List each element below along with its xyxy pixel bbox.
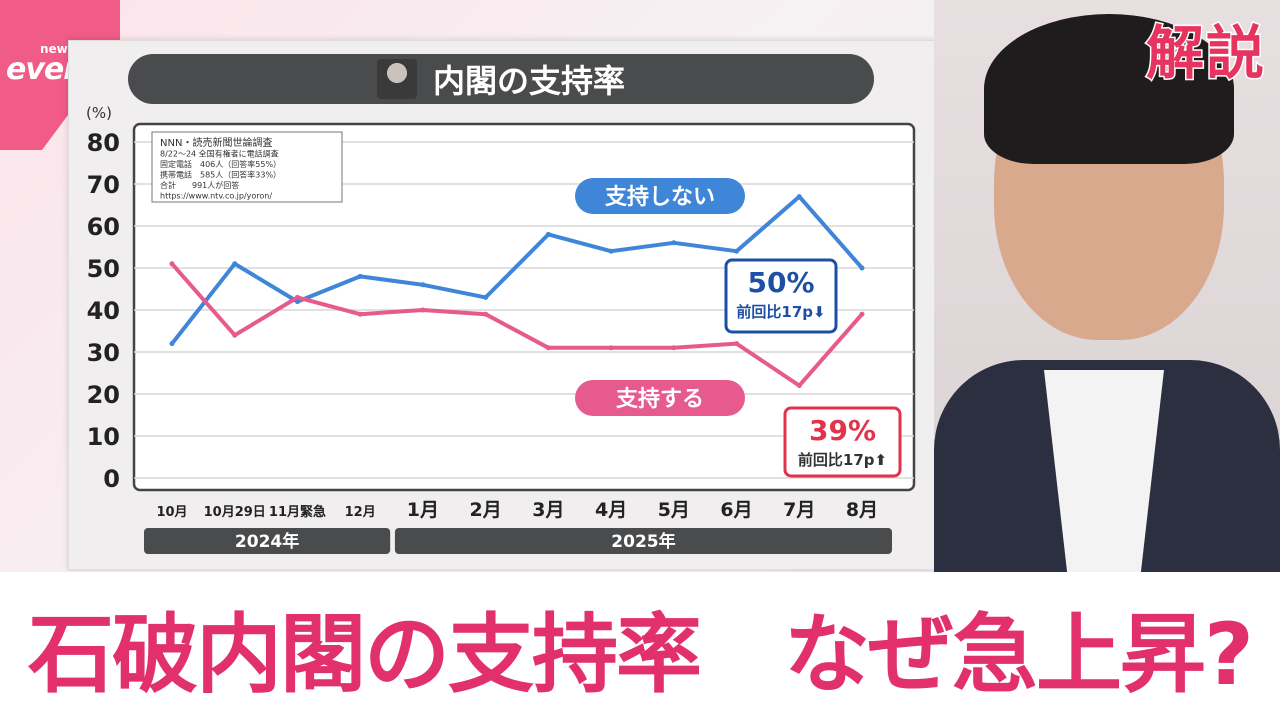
data-point xyxy=(734,341,740,347)
callout-box xyxy=(783,406,902,478)
presenter-shirt xyxy=(1044,370,1164,572)
chart-title: 内閣の支持率 xyxy=(432,62,625,100)
data-point xyxy=(608,345,614,351)
kaisetsu-tag: 解説 xyxy=(1144,18,1266,89)
data-point xyxy=(357,311,363,317)
data-point xyxy=(420,282,426,288)
data-point xyxy=(671,240,677,246)
chart-title-bar: 内閣の支持率 xyxy=(128,54,874,104)
series-label: 支持する xyxy=(616,387,704,412)
data-point xyxy=(859,311,865,317)
series-line-support xyxy=(170,262,864,388)
data-point xyxy=(734,248,740,254)
pm-portrait-icon xyxy=(376,59,417,99)
callout-box xyxy=(724,258,838,334)
data-point xyxy=(294,294,300,300)
data-point xyxy=(232,332,238,338)
series-line-oppose xyxy=(170,194,864,345)
data-point xyxy=(169,261,175,267)
headline-caption: 石破内閣の支持率 なぜ急上昇? xyxy=(0,572,1280,720)
series-label-pill xyxy=(575,380,745,416)
data-point xyxy=(483,294,489,300)
callout-value: 39% xyxy=(809,414,876,447)
presenter-image xyxy=(934,0,1280,572)
source-line: https://www.ntv.co.jp/yoron/ xyxy=(160,192,272,201)
series-label: 支持しない xyxy=(605,185,715,210)
source-line: 固定電話 406人（回答率55%） xyxy=(160,159,281,169)
data-point xyxy=(483,311,489,317)
callout-value: 50% xyxy=(747,266,814,299)
data-point xyxy=(420,307,426,313)
presenter-hair xyxy=(984,14,1234,164)
data-point xyxy=(232,261,238,267)
series-label-pill xyxy=(575,178,745,214)
data-point xyxy=(859,265,865,271)
data-point xyxy=(671,345,677,351)
data-point xyxy=(608,248,614,254)
data-point xyxy=(357,273,363,279)
data-point xyxy=(545,345,551,351)
callout-change: 前回比17p⬇ xyxy=(736,303,825,321)
data-point xyxy=(545,231,551,237)
source-line: NNN・読売新聞世論調査 xyxy=(160,136,272,149)
data-point xyxy=(796,194,802,200)
data-point xyxy=(169,341,175,347)
logo-news-text: news xyxy=(40,42,75,56)
callout-change: 前回比17p⬆ xyxy=(798,451,887,469)
data-point xyxy=(796,383,802,389)
source-line: 8/22～24 全国有権者に電話調査 xyxy=(160,149,279,159)
source-line: 携帯電話 585人（回答率33%） xyxy=(160,170,281,180)
source-line: 合計 991人が回答 xyxy=(160,180,239,190)
source-box xyxy=(151,131,343,203)
